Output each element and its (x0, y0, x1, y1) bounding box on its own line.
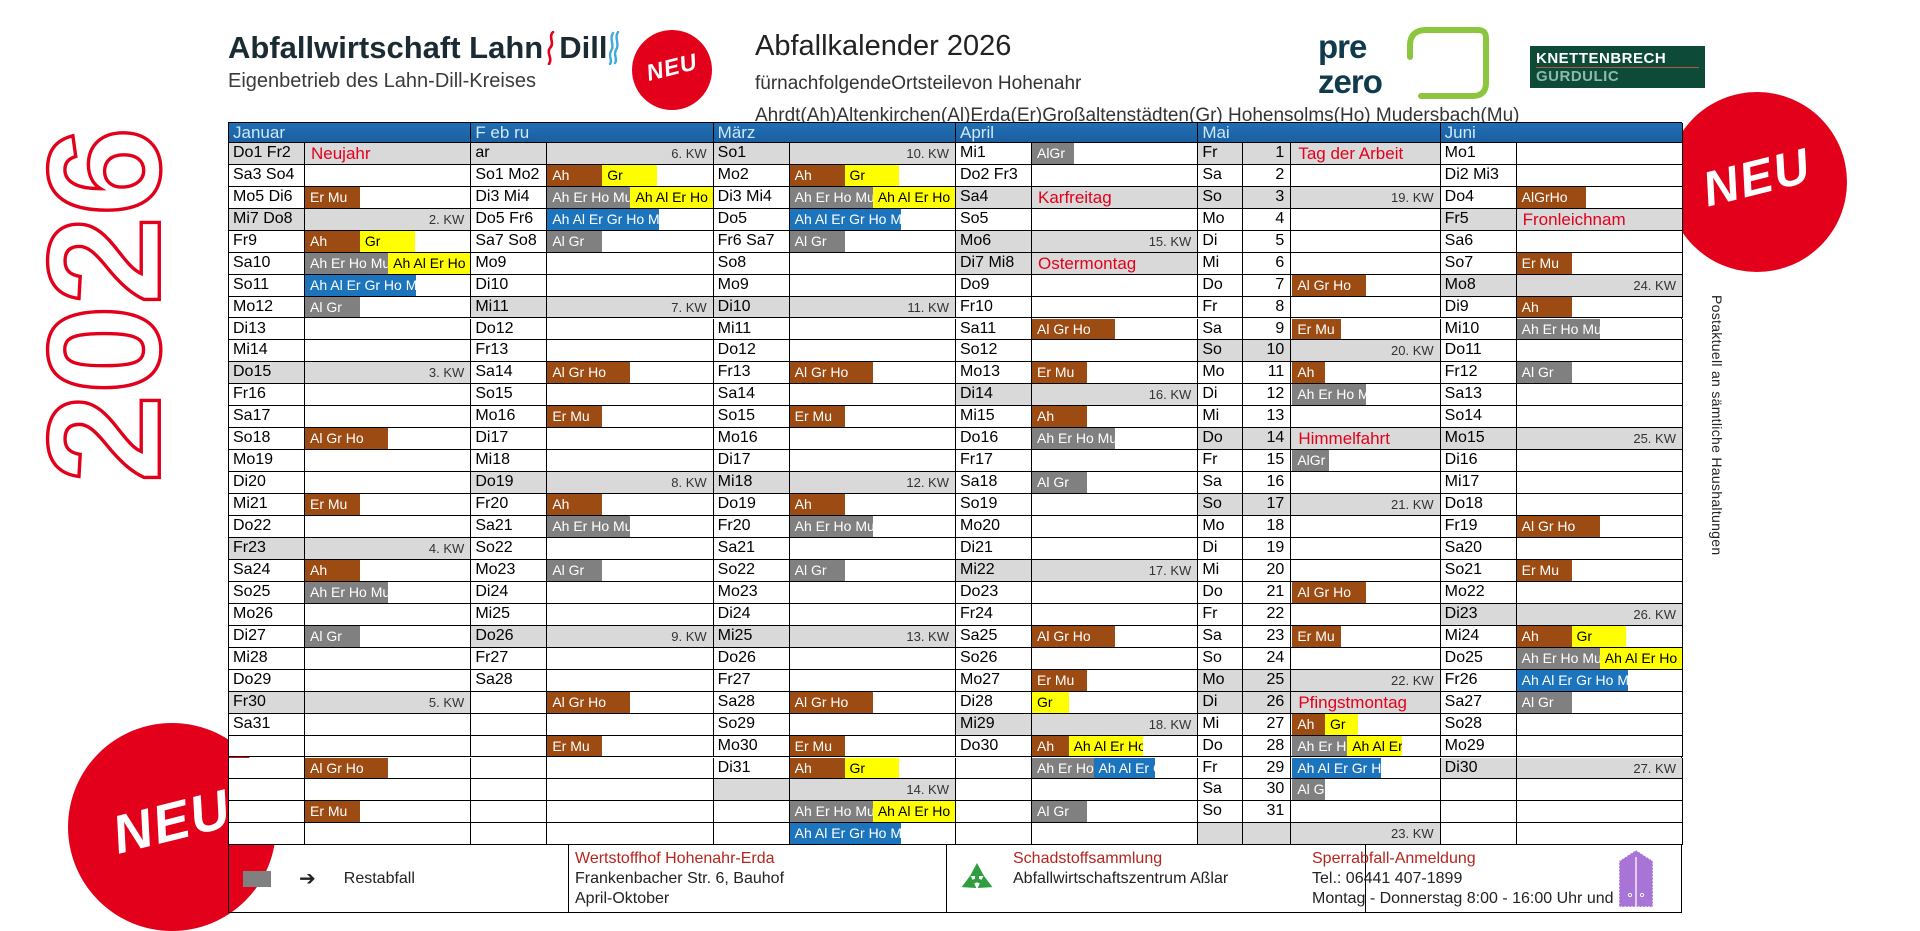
svg-text:2026: 2026 (14, 127, 193, 483)
svg-text:zero: zero (1318, 63, 1382, 100)
svg-text:pre: pre (1318, 28, 1367, 65)
